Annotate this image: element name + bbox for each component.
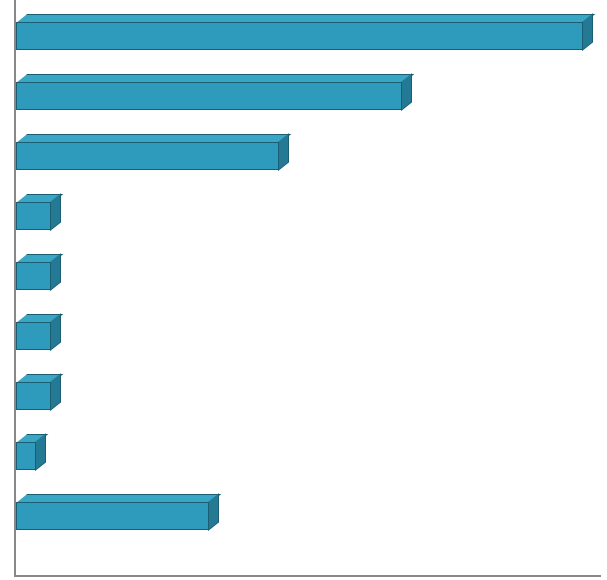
bar-front-face xyxy=(16,262,51,290)
bar-front-face xyxy=(16,322,51,350)
bar-end-face xyxy=(278,133,289,171)
bar-6 xyxy=(16,382,51,410)
bar-4 xyxy=(16,262,51,290)
plot-area xyxy=(14,0,601,577)
bar-5 xyxy=(16,322,51,350)
bar-front-face xyxy=(16,82,402,110)
bar-front-face xyxy=(16,22,583,50)
bar-end-face xyxy=(582,13,593,51)
bar-front-face xyxy=(16,382,51,410)
bar-front-face xyxy=(16,202,51,230)
bar-0 xyxy=(16,22,583,50)
bar-end-face xyxy=(50,313,61,351)
bar-end-face xyxy=(401,73,412,111)
bar-front-face xyxy=(16,442,36,470)
bar-3 xyxy=(16,202,51,230)
bar-end-face xyxy=(50,193,61,231)
bar-end-face xyxy=(50,373,61,411)
bar-end-face xyxy=(208,493,219,531)
bar-front-face xyxy=(16,502,209,530)
bar-1 xyxy=(16,82,402,110)
bar-end-face xyxy=(35,433,46,471)
bar-chart-3d xyxy=(0,0,607,580)
bar-2 xyxy=(16,142,279,170)
bar-end-face xyxy=(50,253,61,291)
bar-front-face xyxy=(16,142,279,170)
bar-8 xyxy=(16,502,209,530)
bar-7 xyxy=(16,442,36,470)
